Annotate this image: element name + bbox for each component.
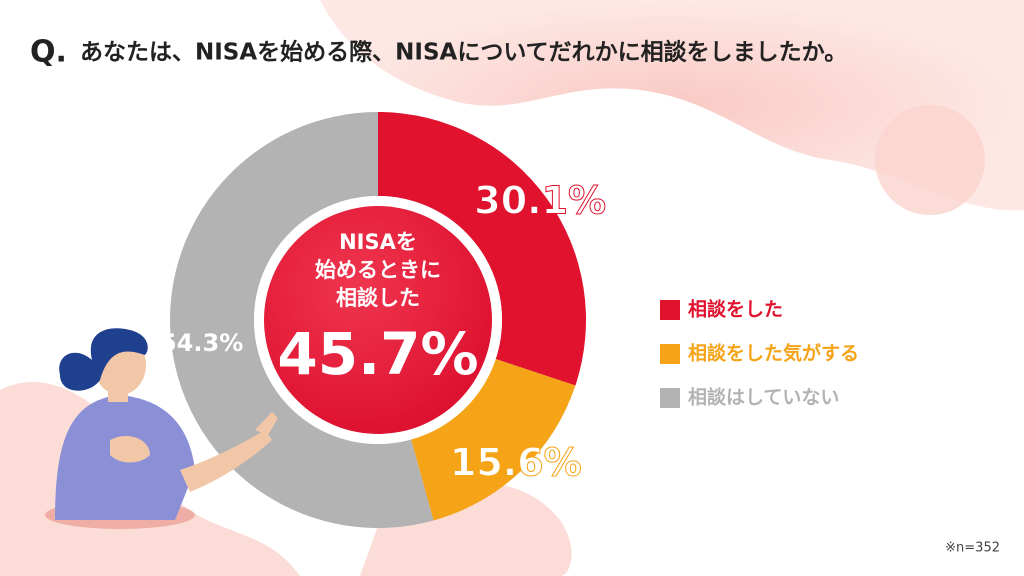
value-label: 54.3%	[160, 329, 243, 357]
sample-note: ※n=352	[945, 541, 1000, 556]
legend-swatch	[660, 344, 680, 364]
donut-segment	[170, 112, 434, 528]
value-label: 15.6%	[450, 440, 582, 484]
legend-swatch	[660, 388, 680, 408]
chart-title: あなたは、NISAを始める際、NISAについてだれかに相談をしましたか。	[80, 39, 847, 66]
center-value: 45.7%	[277, 320, 478, 388]
legend-swatch	[660, 300, 680, 320]
donut-segment	[411, 359, 576, 521]
center-line: 始めるときに	[315, 258, 441, 282]
center-disc	[264, 206, 492, 434]
legend-label: 相談はしていない	[688, 386, 839, 409]
center-line: 相談した	[336, 286, 420, 310]
value-label: 30.1%	[474, 178, 606, 222]
legend-label: 相談をした気がする	[688, 342, 859, 365]
donut: 30.1% 15.6% 54.3%	[160, 112, 607, 528]
title-prefix: Q.	[30, 35, 67, 70]
legend-label: 相談をした	[688, 298, 783, 321]
donut-segment	[378, 112, 586, 386]
center-line: NISAを	[339, 230, 417, 254]
illustration	[45, 328, 278, 529]
